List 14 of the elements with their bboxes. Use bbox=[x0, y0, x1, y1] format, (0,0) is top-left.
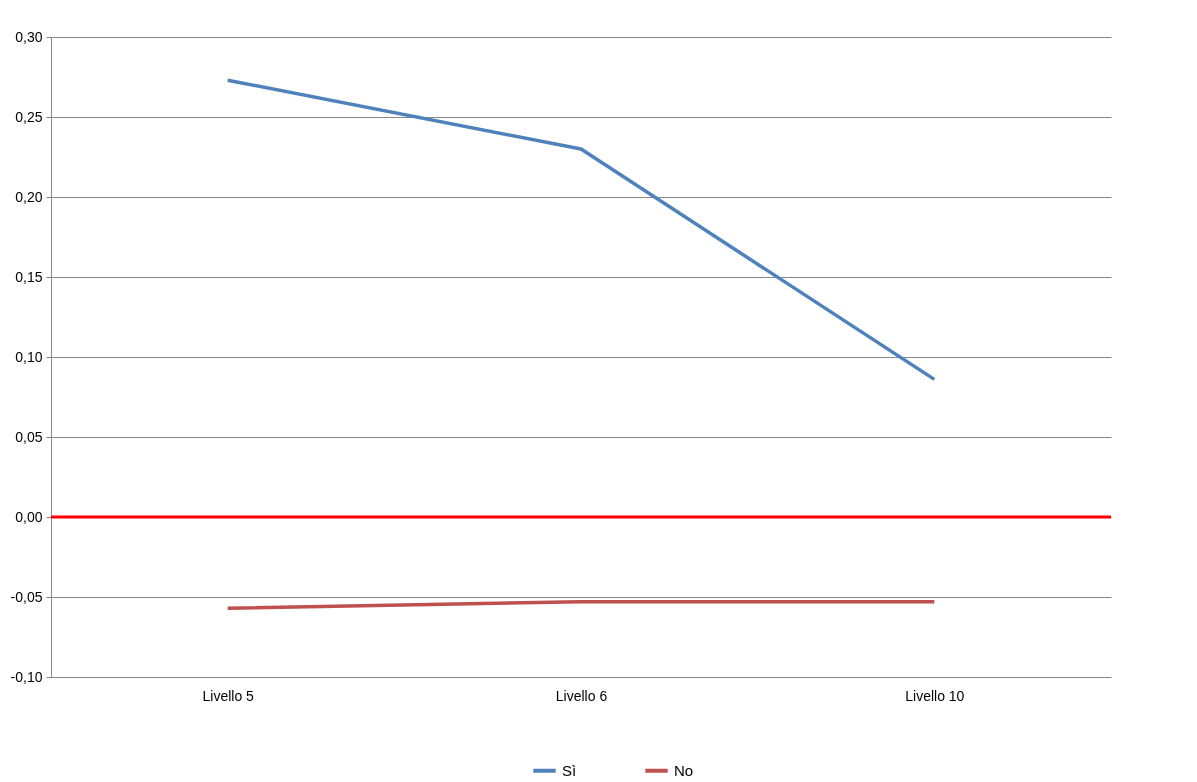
y-tick-label: 0,05 bbox=[15, 428, 43, 445]
y-tick-label: 0,25 bbox=[15, 108, 43, 125]
y-tick-label: 0,30 bbox=[15, 28, 43, 45]
legend-label: No bbox=[674, 761, 694, 779]
y-tick-label: -0,05 bbox=[10, 588, 43, 605]
x-tick-label: Livello 10 bbox=[905, 687, 965, 704]
y-tick-label: 0,10 bbox=[15, 348, 43, 365]
y-tick-label: 0,00 bbox=[15, 508, 43, 525]
x-tick-label: Livello 6 bbox=[555, 687, 608, 704]
legend-label: Sì bbox=[562, 761, 577, 779]
x-tick-label: Livello 5 bbox=[202, 687, 255, 704]
y-tick-label: -0,10 bbox=[10, 668, 43, 685]
y-tick-label: 0,15 bbox=[15, 268, 43, 285]
y-tick-label: 0,20 bbox=[15, 188, 43, 205]
